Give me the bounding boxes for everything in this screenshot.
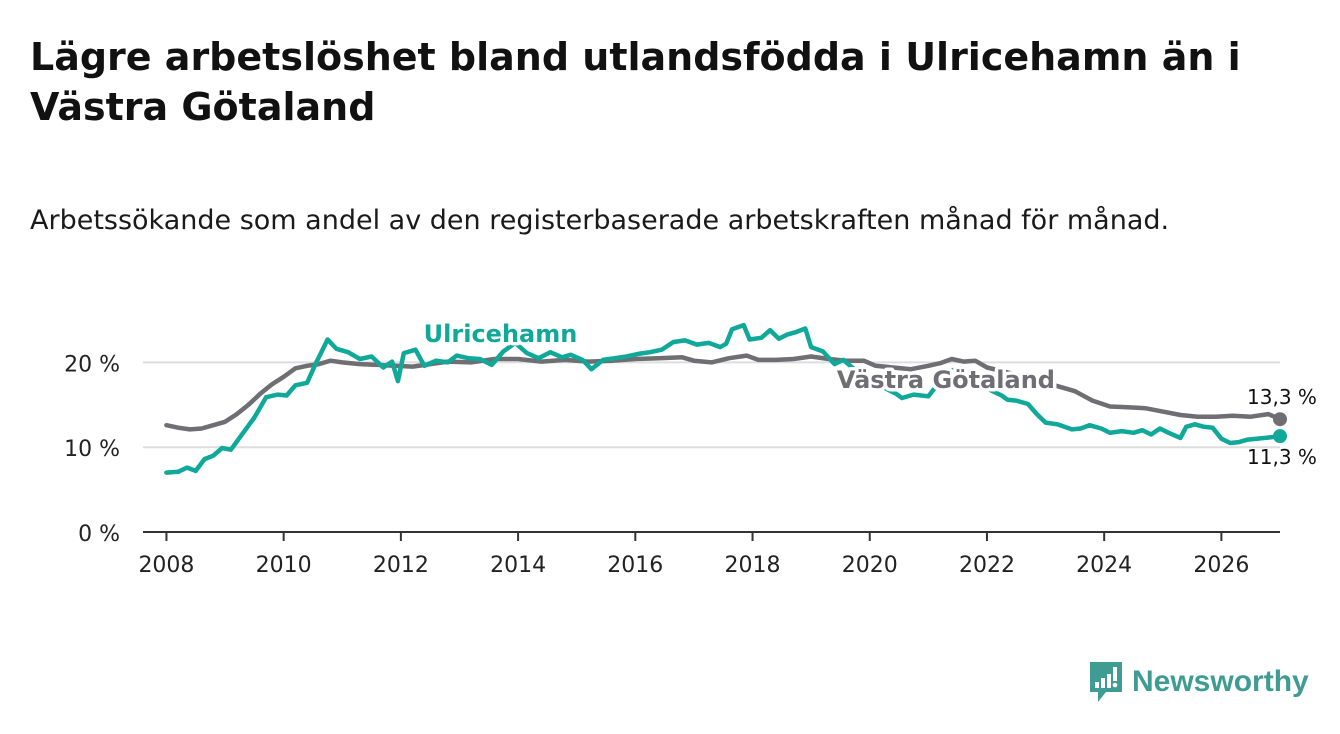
- series-line-ulricehamn: [164, 322, 1283, 475]
- series-label-halo: Ulricehamn: [424, 320, 578, 348]
- series-line-vastra-gotaland: [164, 353, 1283, 432]
- x-tick-label: 2018: [725, 553, 781, 578]
- x-tick-label: 2016: [607, 553, 663, 578]
- x-tick-label: 2012: [373, 553, 429, 578]
- x-tick-label: 2008: [138, 553, 194, 578]
- chart-title: Lägre arbetslöshet bland utlandsfödda i …: [30, 35, 1241, 129]
- x-tick-label: 2020: [842, 553, 898, 578]
- end-point-ulricehamn: [1273, 429, 1287, 444]
- x-tick-label: 2026: [1193, 553, 1249, 578]
- end-value-label: 13,3 %: [1247, 385, 1317, 409]
- end-point-vastra-gotaland: [1273, 412, 1287, 427]
- series-label-halo: Västra Götaland: [837, 366, 1055, 394]
- y-tick-label: 20 %: [64, 352, 120, 377]
- end-value-label: 11,3 %: [1247, 445, 1317, 469]
- newsworthy-logo-icon: [1090, 662, 1122, 702]
- newsworthy-brand: Newsworthy: [1088, 660, 1309, 704]
- brand-name: Newsworthy: [1132, 665, 1309, 698]
- y-tick-label: 10 %: [64, 437, 120, 462]
- y-tick-label: 0 %: [78, 522, 120, 547]
- series-label-vastra-gotaland: Västra Götaland: [837, 366, 1055, 394]
- x-tick-label: 2024: [1076, 553, 1132, 578]
- chart-subtitle: Arbetssökande som andel av den registerb…: [30, 205, 1170, 236]
- x-tick-label: 2014: [490, 553, 546, 578]
- x-tick-label: 2010: [256, 553, 312, 578]
- series-label-ulricehamn: Ulricehamn: [424, 320, 578, 348]
- x-tick-label: 2022: [959, 553, 1015, 578]
